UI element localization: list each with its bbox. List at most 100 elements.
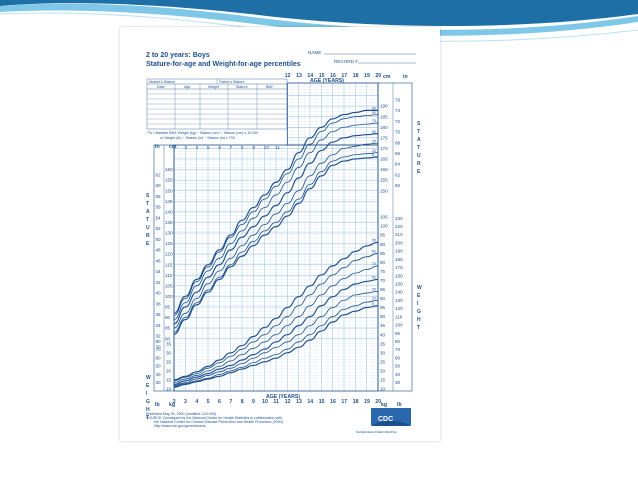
stature-in-tick-right: 60 <box>395 183 401 188</box>
cdc-logo: CDC <box>371 408 411 426</box>
age-tick-inner: 11 <box>275 145 280 150</box>
age-tick-bottom: 13 <box>296 399 302 405</box>
stature-cm-tick-right: 185 <box>380 114 388 119</box>
age-tick-inner: 6 <box>218 145 221 150</box>
stature-cm-tick-left: 145 <box>165 199 173 204</box>
age-tick-inner: 5 <box>207 145 210 150</box>
stature-p25-label: 25 <box>372 139 376 143</box>
weight-p50-curve <box>173 278 379 386</box>
stature-side-letter-left: T <box>146 201 149 207</box>
stature-in-tick-right: 72 <box>395 119 401 124</box>
chart-subtitle: Stature-for-age and Weight-for-age perce… <box>146 61 301 68</box>
stature-cm-tick-left: 120 <box>165 252 173 257</box>
stature-cm-tick-left: 130 <box>165 231 173 236</box>
weight-lb-tick-right: 30 <box>395 380 401 385</box>
stature-p25-curve <box>173 142 379 329</box>
growth-chart: 2 to 20 years: Boys Stature-for-age and … <box>146 50 422 434</box>
age-tick-inner: 8 <box>241 145 244 150</box>
weight-kg-tick-right: 40 <box>380 332 386 337</box>
weight-lb-tick-right: 110 <box>395 314 403 319</box>
patient-info-table: Mother's Stature Father's Stature Date A… <box>146 78 288 130</box>
weight-lb-tick-right: 80 <box>395 339 401 344</box>
weight-side-letter-left: W <box>146 375 151 381</box>
age-tick-top: 20 <box>375 73 381 79</box>
stature-cm-tick-left: 110 <box>165 273 173 278</box>
age-tick-bottom: 5 <box>207 399 210 405</box>
stature-in-tick-right: 66 <box>395 151 401 156</box>
stature-in-tick-right: 64 <box>395 162 401 167</box>
weight-kg-tick-right: 85 <box>380 251 386 256</box>
stature-p90-label: 90 <box>372 111 376 115</box>
stature-cm-tick-left: 115 <box>165 262 173 267</box>
age-tick-top: 12 <box>285 73 291 79</box>
weight-kg-tick-right: 25 <box>380 359 386 364</box>
stature-p50-label: 50 <box>372 130 376 134</box>
weight-lb-tick-right: 70 <box>395 347 401 352</box>
stature-cm-tick-left: 95 <box>165 305 171 310</box>
stature-in-tick-left: 48 <box>156 248 162 253</box>
stature-in-tick-left: 30 <box>156 344 162 349</box>
cdc-logo-text: CDC <box>378 416 393 423</box>
stature-cm-tick-left: 150 <box>165 188 173 193</box>
stature-side-letter-left: E <box>146 241 150 247</box>
col-date: Date <box>157 85 165 89</box>
weight-kg-tick-right: 105 <box>380 215 388 220</box>
weight-lb-tick-right: 210 <box>395 232 403 237</box>
weight-side-letter-left: E <box>146 383 150 389</box>
age-tick-top: 15 <box>319 73 325 79</box>
stature-cm-tick-left: 100 <box>165 294 173 299</box>
weight-lb-tick-left: 50 <box>156 364 162 369</box>
footer-line-2: SOURCE: Developed by the National Center… <box>146 416 282 420</box>
stature-in-tick-left: 40 <box>156 291 162 296</box>
stature-in-tick-left: 36 <box>156 312 162 317</box>
stature-side-letter-left: T <box>146 217 149 223</box>
weight-kg-tick-right: 65 <box>380 287 386 292</box>
unit-kg-left: kg <box>169 402 175 408</box>
stature-cm-tick-right: 175 <box>380 135 388 140</box>
stature-in-tick-left: 60 <box>156 183 162 188</box>
stature-p5-label: 5 <box>372 153 374 157</box>
stature-cm-tick-left: 105 <box>165 283 173 288</box>
age-label-top: AGE (YEARS) <box>310 78 344 84</box>
stature-p90-curve <box>173 114 379 316</box>
stature-in-tick-left: 54 <box>156 215 162 220</box>
weight-lb-tick-right: 130 <box>395 298 403 303</box>
weight-kg-tick-right: 45 <box>380 323 386 328</box>
bmi-note-line-2: or Weight (lb) ÷ Stature (in) ÷ Stature … <box>160 136 235 140</box>
weight-p90-label: 90 <box>372 249 376 253</box>
age-tick-inner: 7 <box>230 145 233 150</box>
growth-chart-sheet: 2 to 20 years: Boys Stature-for-age and … <box>120 27 440 441</box>
age-tick-top: 13 <box>296 73 302 79</box>
unit-cm-right: cm <box>383 74 391 80</box>
age-tick-bottom: 4 <box>195 399 198 405</box>
col-stature: Stature <box>236 85 248 89</box>
stature-in-tick-left: 58 <box>156 194 162 199</box>
col-age: Age <box>184 85 190 89</box>
stature-cm-tick-left: 125 <box>165 241 173 246</box>
weight-side-letter-right: I <box>417 301 419 307</box>
weight-p25-curve <box>173 290 379 386</box>
weight-p95-label: 95 <box>372 239 376 243</box>
unit-lb-left: lb <box>155 402 160 408</box>
age-tick-bottom: 18 <box>353 399 359 405</box>
weight-kg-tick-left: 25 <box>166 359 172 364</box>
weight-kg-tick-left: 15 <box>166 378 172 383</box>
age-tick-bottom: 14 <box>307 399 313 405</box>
weight-lb-tick-left: 70 <box>156 347 162 352</box>
age-tick-top: 17 <box>341 73 347 79</box>
axis-tick-labels: 2 3 4 5 6 7 8 9 10 11 1212131314141515161617171818… <box>156 73 404 405</box>
cdc-tagline: SAFER·HEALTHIER·PEOPLE <box>356 430 397 434</box>
age-tick-inner: 2 <box>173 145 176 150</box>
father-stature-label: Father's Stature <box>219 80 244 84</box>
weight-p10-curve <box>173 299 379 387</box>
weight-p75-label: 75 <box>372 262 376 266</box>
weight-side-letter-left: G <box>146 399 150 405</box>
stature-cm-tick-left: 135 <box>165 220 173 225</box>
stature-side-letter-right: T <box>417 129 420 135</box>
stature-in-tick-right: 70 <box>395 130 401 135</box>
stature-in-tick-left: 46 <box>156 258 162 263</box>
stature-in-tick-left: 38 <box>156 301 162 306</box>
age-tick-top: 18 <box>353 73 359 79</box>
stature-p5-curve <box>173 156 379 336</box>
right-scale-column <box>377 82 413 392</box>
